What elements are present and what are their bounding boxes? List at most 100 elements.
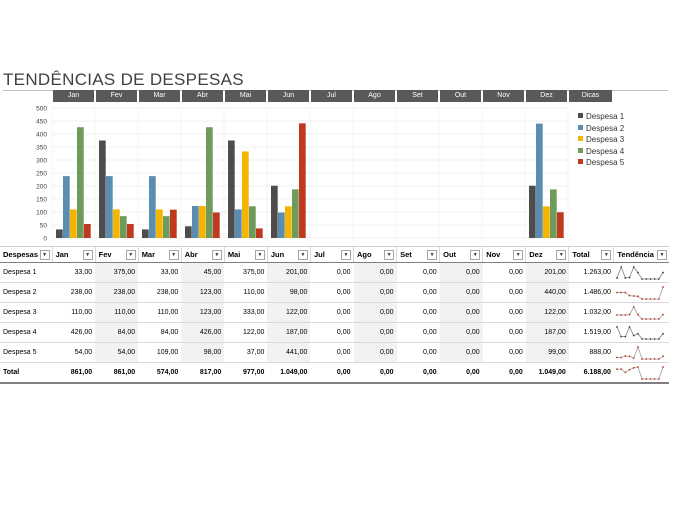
table-cell[interactable]: 187,00 xyxy=(267,322,311,343)
table-cell[interactable]: 0,00 xyxy=(310,302,354,323)
table-cell[interactable]: 84,00 xyxy=(138,322,182,343)
table-cell[interactable]: 1.263,00 xyxy=(568,262,614,283)
filter-dropdown-icon[interactable]: ▼ xyxy=(297,250,308,260)
table-cell[interactable]: 0,00 xyxy=(439,262,483,283)
table-cell[interactable]: 0,00 xyxy=(482,362,526,384)
table-cell[interactable]: 98,00 xyxy=(267,282,311,303)
table-cell[interactable]: 33,00 xyxy=(138,262,182,283)
table-cell[interactable]: 0,00 xyxy=(439,302,483,323)
table-cell[interactable]: 888,00 xyxy=(568,342,614,363)
filter-dropdown-icon[interactable]: ▼ xyxy=(470,250,481,260)
filter-dropdown-icon[interactable]: ▼ xyxy=(513,250,524,260)
table-cell[interactable]: 0,00 xyxy=(439,362,483,384)
table-cell[interactable]: 0,00 xyxy=(310,362,354,384)
bar-despesa-5-mai xyxy=(256,228,263,238)
filter-dropdown-icon[interactable]: ▼ xyxy=(601,250,612,260)
table-cell[interactable]: 0,00 xyxy=(482,282,526,303)
table-cell[interactable]: 0,00 xyxy=(310,342,354,363)
table-cell[interactable]: 0,00 xyxy=(353,302,397,323)
filter-dropdown-icon[interactable]: ▼ xyxy=(427,250,438,260)
table-cell[interactable]: 441,00 xyxy=(267,342,311,363)
table-cell[interactable]: 0,00 xyxy=(439,322,483,343)
table-cell[interactable]: 0,00 xyxy=(482,302,526,323)
table-cell[interactable]: 0,00 xyxy=(396,282,440,303)
table-cell[interactable]: 817,00 xyxy=(181,362,225,384)
table-cell[interactable]: 0,00 xyxy=(396,322,440,343)
table-cell[interactable]: 201,00 xyxy=(267,262,311,283)
table-cell[interactable]: 426,00 xyxy=(52,322,96,343)
table-cell[interactable]: 0,00 xyxy=(396,262,440,283)
filter-dropdown-icon[interactable]: ▼ xyxy=(657,250,667,260)
table-cell[interactable]: 1.049,00 xyxy=(525,362,569,384)
table-cell[interactable]: 238,00 xyxy=(52,282,96,303)
table-cell[interactable]: 110,00 xyxy=(138,302,182,323)
table-cell[interactable]: 1.049,00 xyxy=(267,362,311,384)
table-cell[interactable]: 0,00 xyxy=(482,262,526,283)
table-cell[interactable]: 375,00 xyxy=(95,262,139,283)
table-cell[interactable]: 123,00 xyxy=(181,302,225,323)
table-cell[interactable]: 238,00 xyxy=(138,282,182,303)
table-cell[interactable]: 1.519,00 xyxy=(568,322,614,343)
table-cell[interactable]: 0,00 xyxy=(482,342,526,363)
table-cell[interactable]: 37,00 xyxy=(224,342,268,363)
table-cell[interactable]: 0,00 xyxy=(482,322,526,343)
table-cell[interactable]: 440,00 xyxy=(525,282,569,303)
filter-dropdown-icon[interactable]: ▼ xyxy=(384,250,395,260)
table-cell[interactable]: 238,00 xyxy=(95,282,139,303)
column-header: Mai ▼ xyxy=(223,246,268,263)
table-cell[interactable]: 123,00 xyxy=(181,282,225,303)
table-cell[interactable]: 0,00 xyxy=(310,262,354,283)
table-cell[interactable]: 54,00 xyxy=(52,342,96,363)
bar-despesa-2-fev xyxy=(106,176,113,238)
table-cell[interactable]: 0,00 xyxy=(439,342,483,363)
sparkline-point xyxy=(645,297,648,300)
table-cell[interactable]: 45,00 xyxy=(181,262,225,283)
table-cell[interactable]: 0,00 xyxy=(396,362,440,384)
table-cell[interactable]: 574,00 xyxy=(138,362,182,384)
table-cell[interactable]: 375,00 xyxy=(224,262,268,283)
table-cell[interactable]: 0,00 xyxy=(353,282,397,303)
table-cell[interactable]: 99,00 xyxy=(525,342,569,363)
table-cell[interactable]: 1.032,00 xyxy=(568,302,614,323)
filter-dropdown-icon[interactable]: ▼ xyxy=(211,250,222,260)
table-cell[interactable]: 110,00 xyxy=(95,302,139,323)
filter-dropdown-icon[interactable]: ▼ xyxy=(556,250,567,260)
table-cell[interactable]: 0,00 xyxy=(353,362,397,384)
filter-dropdown-icon[interactable]: ▼ xyxy=(341,250,351,260)
table-cell[interactable]: 333,00 xyxy=(224,302,268,323)
table-cell[interactable]: 0,00 xyxy=(396,302,440,323)
table-cell[interactable]: 110,00 xyxy=(52,302,96,323)
table-cell[interactable]: 109,00 xyxy=(138,342,182,363)
table-cell[interactable]: 98,00 xyxy=(181,342,225,363)
sparkline-point xyxy=(641,337,643,340)
table-cell[interactable]: 0,00 xyxy=(353,262,397,283)
table-cell[interactable]: 122,00 xyxy=(525,302,569,323)
sparkline-point xyxy=(636,332,639,335)
table-cell[interactable]: 977,00 xyxy=(224,362,268,384)
table-cell[interactable]: 861,00 xyxy=(95,362,139,384)
table-cell[interactable]: 1.486,00 xyxy=(568,282,614,303)
table-cell[interactable]: 426,00 xyxy=(181,322,225,343)
table-cell[interactable]: 33,00 xyxy=(52,262,96,283)
filter-dropdown-icon[interactable]: ▼ xyxy=(39,250,50,260)
table-cell[interactable]: 0,00 xyxy=(310,282,354,303)
table-cell[interactable]: 187,00 xyxy=(525,322,569,343)
table-cell[interactable]: 0,00 xyxy=(353,322,397,343)
filter-dropdown-icon[interactable]: ▼ xyxy=(82,250,93,260)
filter-dropdown-icon[interactable]: ▼ xyxy=(254,250,265,260)
table-cell[interactable]: 54,00 xyxy=(95,342,139,363)
table-cell[interactable]: 110,00 xyxy=(224,282,268,303)
table-cell[interactable]: 201,00 xyxy=(525,262,569,283)
table-cell[interactable]: 122,00 xyxy=(224,322,268,343)
table-cell[interactable]: 861,00 xyxy=(52,362,96,384)
filter-dropdown-icon[interactable]: ▼ xyxy=(125,250,136,260)
table-cell[interactable]: 0,00 xyxy=(439,282,483,303)
table-cell[interactable]: 122,00 xyxy=(267,302,311,323)
table-cell[interactable]: 84,00 xyxy=(95,322,139,343)
table-cell[interactable]: 6.188,00 xyxy=(568,362,614,384)
tips-header[interactable]: Dicas xyxy=(569,90,612,102)
filter-dropdown-icon[interactable]: ▼ xyxy=(168,250,179,260)
table-cell[interactable]: 0,00 xyxy=(353,342,397,363)
table-cell[interactable]: 0,00 xyxy=(310,322,354,343)
table-cell[interactable]: 0,00 xyxy=(396,342,440,363)
